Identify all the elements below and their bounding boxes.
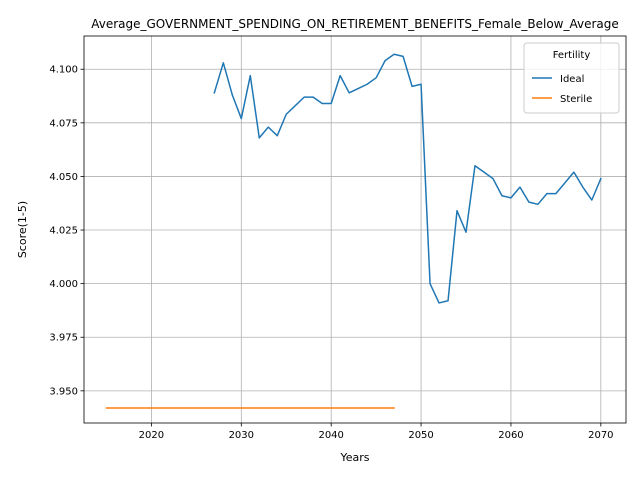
y-tick-label: 3.975: [49, 333, 78, 344]
y-tick-label: 4.025: [49, 226, 78, 237]
y-tick-label: 4.000: [49, 279, 78, 290]
series-line-ideal: [213, 53, 602, 304]
chart-title: Average_GOVERNMENT_SPENDING_ON_RETIREMEN…: [91, 17, 619, 31]
x-tick-label: 2040: [318, 430, 343, 441]
series-layer: [105, 53, 602, 409]
legend: Fertility Ideal Sterile: [523, 42, 620, 114]
legend-title: Fertility: [553, 50, 591, 61]
y-tick-label: 4.050: [49, 172, 78, 183]
x-tick-label: 2020: [139, 430, 164, 441]
x-axis-label: Years: [339, 451, 369, 464]
x-tick-label: 2050: [408, 430, 433, 441]
y-axis-ticks: 3.950 3.975 4.000 4.025 4.050 4.075 4.100: [49, 65, 84, 397]
y-axis-label: Score(1-5): [16, 201, 29, 258]
y-tick-label: 4.075: [49, 118, 78, 129]
plot-frame: [83, 35, 627, 424]
legend-label-sterile: Sterile: [560, 94, 592, 105]
grid: [84, 36, 626, 423]
legend-label-ideal: Ideal: [560, 74, 584, 85]
x-tick-label: 2070: [588, 430, 613, 441]
x-tick-label: 2060: [498, 430, 523, 441]
legend-box: [523, 42, 620, 114]
x-tick-label: 2030: [229, 430, 254, 441]
y-tick-label: 4.100: [49, 65, 78, 76]
y-tick-label: 3.950: [49, 386, 78, 397]
x-axis-ticks: 2020 2030 2040 2050 2060 2070: [139, 423, 614, 441]
legend-items: Ideal Sterile: [532, 74, 592, 105]
